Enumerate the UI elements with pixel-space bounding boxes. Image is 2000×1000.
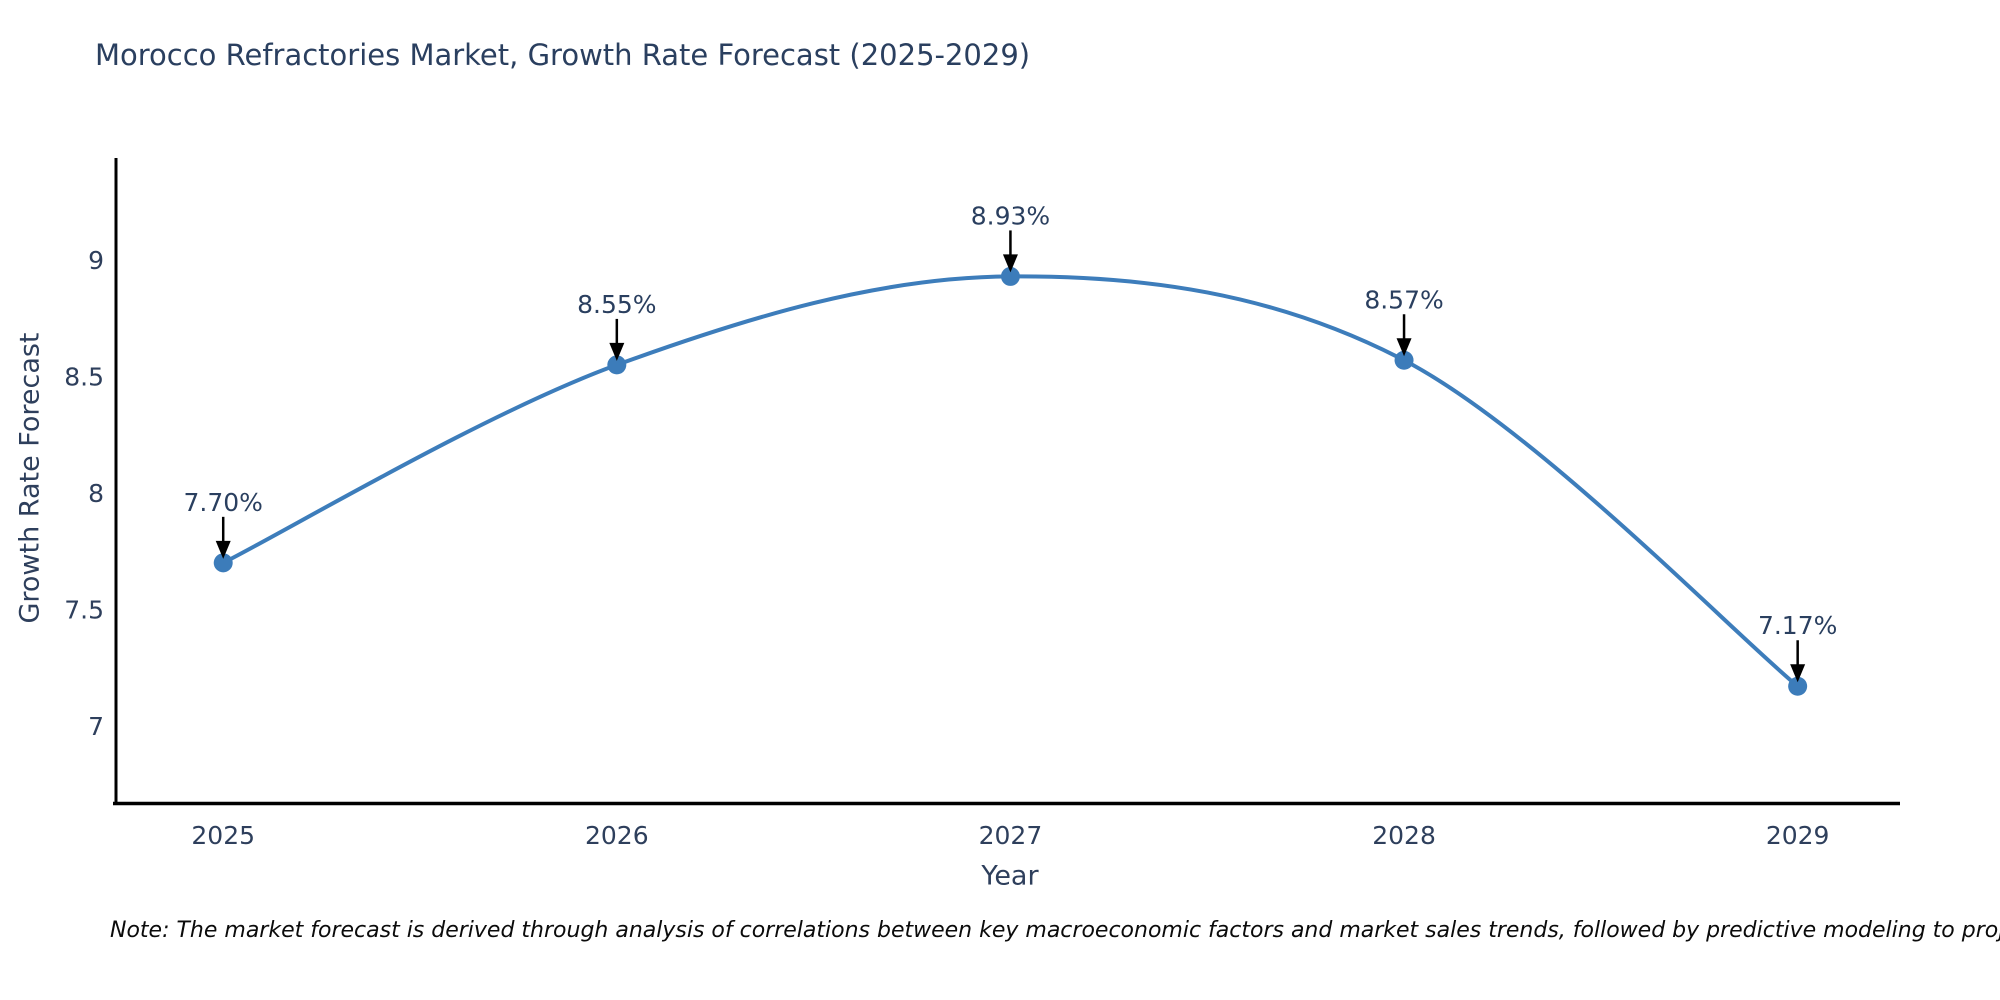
data-point-marker [607,355,627,375]
x-tick-label: 2027 [979,821,1043,850]
annotation-label: 7.70% [184,488,263,517]
annotation-arrowhead [1002,254,1018,273]
data-point-marker [1000,266,1020,286]
annotation-arrowhead [1790,664,1806,683]
x-tick-label: 2028 [1372,821,1436,850]
data-point-marker [213,553,233,573]
data-point-marker [1788,676,1808,696]
annotation-label: 8.93% [971,201,1050,230]
y-tick-label: 8 [88,479,104,508]
y-tick-label: 8.5 [64,363,104,392]
annotation-label: 8.55% [577,290,656,319]
chart-title: Morocco Refractories Market, Growth Rate… [95,38,1031,72]
x-tick-label: 2029 [1766,821,1830,850]
trend-line [221,274,1800,689]
x-axis-title: Year [981,860,1039,892]
annotation-label: 8.57% [1364,285,1443,314]
annotation-arrowhead [1396,338,1412,357]
y-tick-label: 7.5 [64,595,104,624]
chart-note: Note: The market forecast is derived thr… [110,918,2000,943]
annotation-arrowhead [215,540,231,559]
x-tick-label: 2025 [191,821,255,850]
annotation-label: 7.17% [1758,611,1837,640]
data-point-marker [1394,350,1414,370]
y-tick-label: 7 [88,712,104,741]
annotation-arrowhead [609,342,625,361]
y-tick-label: 9 [88,246,104,275]
y-axis-title: Growth Rate Forecast [14,332,46,624]
x-tick-label: 2026 [585,821,649,850]
